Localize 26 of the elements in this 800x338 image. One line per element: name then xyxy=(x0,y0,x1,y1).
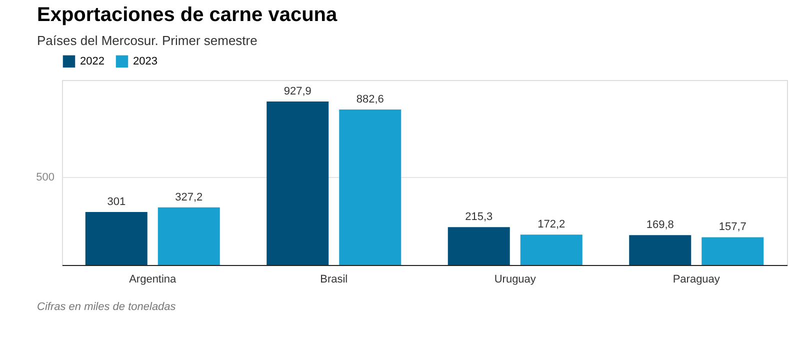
data-label: 927,9 xyxy=(284,86,312,98)
bar xyxy=(448,227,510,265)
text: Cifras en miles de toneladas xyxy=(37,301,176,313)
bar xyxy=(266,102,329,265)
bar xyxy=(158,207,220,265)
chart-subtitle: Países del Mercosur. Primer semestre xyxy=(37,33,258,48)
x-tick-label: Paraguay xyxy=(672,274,720,286)
x-tick-label: Brasil xyxy=(320,274,348,286)
data-label: 327,2 xyxy=(175,191,203,204)
data-label: 215,3 xyxy=(465,211,493,224)
data-label: 172,2 xyxy=(538,218,566,231)
bar xyxy=(702,237,764,265)
legend-label: 2022 xyxy=(80,55,104,68)
bar xyxy=(520,234,582,265)
x-tick-label: Argentina xyxy=(129,274,178,286)
data-label: 301 xyxy=(107,196,126,208)
data-label: 157,7 xyxy=(718,221,746,234)
x-tick-label: Uruguay xyxy=(494,274,536,286)
bar xyxy=(339,109,402,265)
data-label: 169,8 xyxy=(646,219,674,232)
y-tick-label: 500 xyxy=(36,171,54,184)
bar xyxy=(629,235,692,265)
chart-title: Exportaciones de carne vacuna xyxy=(37,4,338,26)
data-label: 882,6 xyxy=(356,93,384,106)
bar xyxy=(85,212,148,265)
legend-label: 2023 xyxy=(133,55,158,68)
